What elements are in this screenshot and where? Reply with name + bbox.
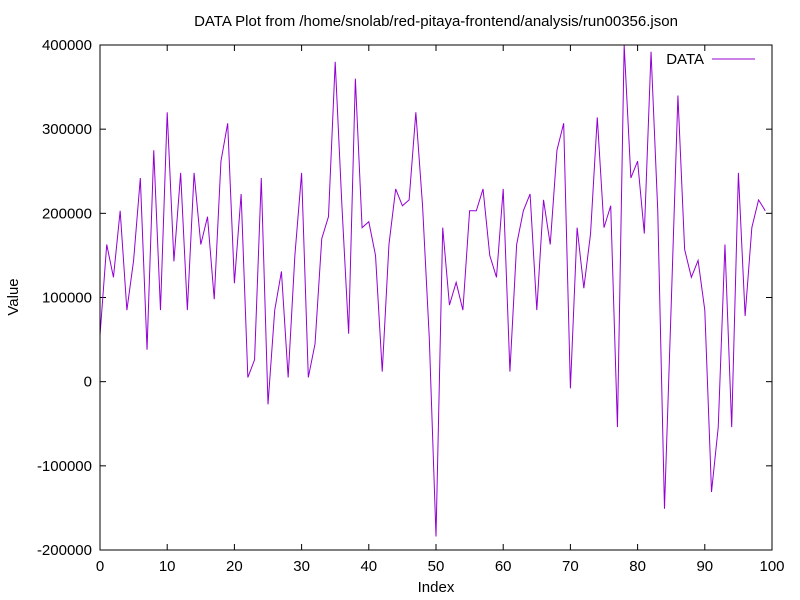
plot-frame (99, 44, 773, 551)
x-tick-label: 100 (759, 558, 784, 575)
y-axis-label: Value (5, 278, 22, 315)
y-tick-label: -100000 (37, 458, 92, 475)
x-tick-label: 0 (96, 558, 104, 575)
x-tick-label: 10 (159, 558, 176, 575)
legend: DATA (666, 51, 755, 68)
x-tick-label: 40 (360, 558, 377, 575)
x-tick-label: 20 (226, 558, 243, 575)
x-tick-label: 70 (562, 558, 579, 575)
y-tick-label: 400000 (42, 37, 92, 54)
chart-title: DATA Plot from /home/snolab/red-pitaya-f… (194, 13, 678, 30)
x-tick-label: 30 (293, 558, 310, 575)
legend-label: DATA (666, 51, 704, 68)
y-tick-label: 300000 (42, 121, 92, 138)
x-tick-label: 60 (495, 558, 512, 575)
tick-labels: 0 10 20 30 40 50 60 70 80 90 100 -200000 -100000 0 100… (37, 37, 785, 575)
x-tick-label: 50 (428, 558, 445, 575)
series-line-data (99, 44, 766, 537)
x-tick-label: 90 (696, 558, 713, 575)
x-axis-label: Index (418, 579, 455, 596)
y-tick-label: -200000 (37, 542, 92, 559)
x-tick-label: 80 (629, 558, 646, 575)
y-tick-label: 100000 (42, 290, 92, 307)
y-tick-label: 0 (84, 374, 92, 391)
y-tick-label: 200000 (42, 205, 92, 222)
